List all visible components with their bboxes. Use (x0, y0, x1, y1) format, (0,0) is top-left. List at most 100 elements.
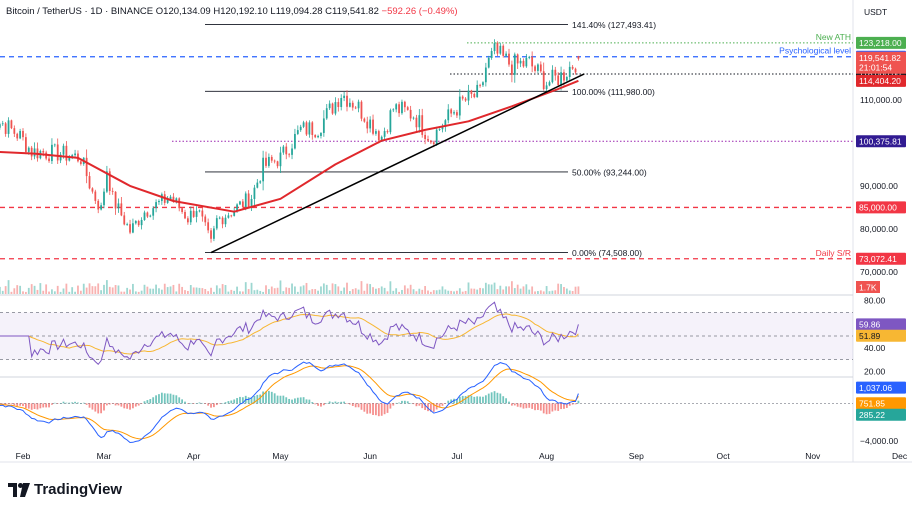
candle-body[interactable] (1, 123, 4, 125)
candle-body[interactable] (146, 212, 149, 217)
candle-body[interactable] (265, 157, 267, 166)
candle-body[interactable] (464, 98, 467, 101)
candle-body[interactable] (467, 90, 470, 101)
candle-body[interactable] (207, 222, 210, 231)
candle-body[interactable] (424, 134, 427, 140)
candle-body[interactable] (53, 144, 56, 146)
candle-body[interactable] (152, 208, 155, 216)
candle-body[interactable] (577, 56, 580, 59)
candle-body[interactable] (551, 69, 554, 83)
candle-body[interactable] (357, 101, 360, 109)
candle-body[interactable] (386, 131, 389, 133)
candle-body[interactable] (285, 146, 288, 155)
candle-body[interactable] (126, 224, 129, 225)
candle-body[interactable] (123, 215, 126, 225)
candle-body[interactable] (108, 171, 111, 191)
candle-body[interactable] (432, 142, 435, 145)
candle-body[interactable] (325, 108, 328, 119)
candle-body[interactable] (545, 85, 548, 90)
candle-body[interactable] (334, 102, 337, 114)
candle-body[interactable] (201, 210, 204, 217)
candle-body[interactable] (435, 129, 438, 145)
candle-body[interactable] (557, 75, 560, 86)
candle-body[interactable] (262, 157, 265, 182)
candle-body[interactable] (317, 135, 319, 138)
candle-body[interactable] (71, 155, 74, 157)
candle-body[interactable] (172, 196, 175, 202)
candle-body[interactable] (409, 109, 412, 119)
candle-body[interactable] (348, 102, 351, 107)
candle-body[interactable] (502, 45, 505, 56)
candle-body[interactable] (542, 71, 545, 90)
candle-body[interactable] (375, 131, 377, 134)
candle-body[interactable] (366, 121, 369, 129)
candle-body[interactable] (250, 198, 253, 207)
candle-body[interactable] (181, 208, 184, 212)
candle-body[interactable] (256, 182, 259, 188)
candle-body[interactable] (548, 82, 551, 86)
candle-body[interactable] (516, 54, 519, 64)
candle-body[interactable] (565, 77, 568, 81)
candle-body[interactable] (360, 101, 363, 119)
candle-body[interactable] (178, 198, 181, 209)
candle-body[interactable] (372, 119, 374, 134)
candle-body[interactable] (33, 148, 36, 157)
candle-body[interactable] (42, 150, 45, 153)
candle-body[interactable] (461, 96, 464, 99)
candle-body[interactable] (456, 112, 458, 116)
candle-body[interactable] (513, 54, 516, 75)
candle-body[interactable] (453, 112, 455, 114)
candle-body[interactable] (114, 191, 117, 209)
candle-body[interactable] (337, 102, 340, 108)
candle-body[interactable] (510, 64, 513, 75)
candle-body[interactable] (406, 107, 409, 110)
candle-body[interactable] (51, 144, 53, 162)
candle-body[interactable] (305, 122, 308, 135)
candle-body[interactable] (528, 56, 531, 58)
candle-body[interactable] (380, 136, 383, 141)
candle-body[interactable] (120, 203, 123, 216)
candle-body[interactable] (476, 84, 479, 98)
candle-body[interactable] (351, 102, 354, 108)
candle-body[interactable] (450, 109, 453, 114)
candle-body[interactable] (68, 156, 71, 161)
candle-body[interactable] (554, 69, 557, 76)
candle-body[interactable] (328, 103, 331, 109)
candle-body[interactable] (213, 228, 215, 239)
candle-body[interactable] (571, 66, 574, 69)
candle-body[interactable] (184, 211, 186, 219)
candle-body[interactable] (493, 43, 496, 52)
candle-body[interactable] (227, 215, 230, 218)
candle-body[interactable] (0, 124, 1, 128)
candle-body[interactable] (91, 188, 94, 192)
candle-body[interactable] (499, 45, 502, 54)
candle-body[interactable] (340, 97, 343, 108)
candle-body[interactable] (296, 130, 299, 134)
candle-body[interactable] (479, 84, 481, 86)
candle-body[interactable] (484, 67, 487, 83)
candle-body[interactable] (24, 137, 27, 152)
candle-body[interactable] (534, 66, 536, 71)
candle-body[interactable] (279, 152, 282, 167)
candle-body[interactable] (186, 218, 189, 223)
candle-body[interactable] (403, 101, 406, 108)
candle-body[interactable] (401, 101, 403, 114)
candle-body[interactable] (331, 103, 334, 114)
candle-body[interactable] (314, 134, 317, 138)
candle-body[interactable] (568, 66, 571, 78)
symbol-label[interactable]: Bitcoin / TetherUS · 1D · BINANCE (6, 6, 154, 17)
candle-body[interactable] (236, 204, 238, 212)
candle-body[interactable] (259, 181, 262, 183)
candle-body[interactable] (22, 130, 24, 138)
candle-body[interactable] (62, 145, 65, 155)
candle-body[interactable] (210, 230, 212, 239)
candle-body[interactable] (65, 145, 68, 161)
candle-body[interactable] (143, 212, 146, 220)
candle-body[interactable] (320, 132, 322, 136)
candle-body[interactable] (16, 133, 19, 139)
candle-body[interactable] (377, 131, 380, 141)
candle-body[interactable] (103, 191, 105, 206)
candle-body[interactable] (27, 147, 30, 152)
candle-body[interactable] (302, 122, 305, 127)
candle-body[interactable] (276, 161, 279, 167)
